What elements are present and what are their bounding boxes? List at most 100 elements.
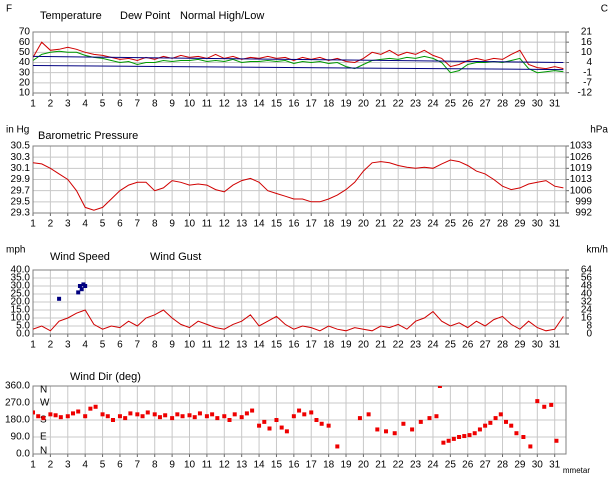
marker [204,414,209,419]
y-tick-label: 360.0 [5,381,30,392]
marker [76,409,81,414]
marker [554,438,559,443]
marker [335,444,340,449]
x-tick-label: 19 [340,460,352,471]
marker [392,431,397,436]
x-tick-label: 6 [117,99,123,110]
x-tick-label: 13 [236,340,248,351]
series-line [33,309,564,332]
y2-tick-label: 0 [586,329,592,340]
x-tick-label: 31 [549,219,561,230]
marker [483,423,488,428]
x-tick-label: 26 [462,99,474,110]
y-tick-label: 180.0 [5,415,30,426]
x-tick-label: 18 [323,340,335,351]
x-tick-label: 24 [427,99,439,110]
marker [175,412,180,417]
marker [284,429,289,434]
marker [79,287,84,292]
x-tick-label: 3 [65,219,71,230]
marker [410,427,415,432]
marker [250,408,255,413]
y2-tick-label: 1026 [570,152,593,163]
compass-label: W [40,398,50,409]
y2-axis-label: hPa [590,125,608,136]
x-tick-label: 14 [254,99,266,110]
x-tick-label: 5 [100,460,106,471]
marker [262,419,267,424]
x-tick-label: 26 [462,460,474,471]
marker [88,406,93,411]
marker [105,414,110,419]
marker [401,421,406,426]
x-tick-label: 27 [480,460,492,471]
y2-axis-label: km/h [586,245,608,256]
marker [210,412,215,417]
marker [441,440,446,445]
x-tick-label: 22 [393,219,405,230]
x-tick-label: 2 [48,99,54,110]
plot-border [32,385,567,455]
x-tick-label: 13 [236,460,248,471]
marker [257,423,262,428]
y-tick-label: 0.0 [16,329,30,340]
x-tick-label: 31 [549,340,561,351]
x-tick-label: 25 [445,460,457,471]
y2-tick-label: 32 [581,297,593,308]
x-tick-label: 3 [65,99,71,110]
x-tick-label: 30 [532,99,544,110]
marker [291,414,296,419]
marker [488,420,493,425]
x-tick-label: 1 [30,340,36,351]
marker [83,284,88,288]
marker [48,412,53,417]
marker [215,416,220,421]
y-tick-label: 29.9 [11,174,31,185]
y-axis-label: in Hg [6,125,29,136]
marker [427,416,432,421]
x-tick-label: 27 [480,99,492,110]
x-tick-label: 31 [549,460,561,471]
marker [542,404,547,409]
marker [140,414,145,419]
y-axis-label: F [6,4,12,15]
y2-tick-label: 16 [581,313,593,324]
marker [128,411,133,416]
x-tick-label: 16 [288,340,300,351]
y-tick-label: 5.0 [16,321,30,332]
y2-tick-label: 21 [581,27,593,38]
marker [297,408,302,413]
y2-tick-label: 4 [586,57,592,68]
x-tick-label: 4 [82,460,88,471]
x-tick-label: 6 [117,219,123,230]
marker [279,425,284,430]
x-tick-label: 17 [306,460,318,471]
legend-label: Wind Speed [50,251,110,263]
x-tick-label: 6 [117,460,123,471]
x-tick-label: 9 [169,460,175,471]
y-tick-label: 25.0 [11,289,31,300]
x-tick-label: 18 [323,460,335,471]
y-tick-label: 29.7 [11,185,31,196]
x-tick-label: 4 [82,219,88,230]
marker [123,416,128,421]
x-tick-label: 10 [184,340,196,351]
x-tick-label: 19 [340,99,352,110]
x-tick-label: 16 [288,219,300,230]
y2-tick-label: 16 [581,37,593,48]
marker [535,399,540,404]
marker [170,416,175,421]
x-tick-label: 30 [532,340,544,351]
marker [244,411,249,416]
marker [375,427,380,432]
marker [314,418,319,422]
marker [477,427,482,432]
legend-label: Barometric Pressure [38,130,138,142]
x-tick-label: 29 [514,99,526,110]
x-tick-label: 8 [152,219,158,230]
x-tick-label: 20 [358,99,370,110]
marker [110,418,115,422]
y2-tick-label: -7 [583,77,592,88]
x-tick-label: 21 [375,460,387,471]
x-tick-label: 10 [184,219,196,230]
